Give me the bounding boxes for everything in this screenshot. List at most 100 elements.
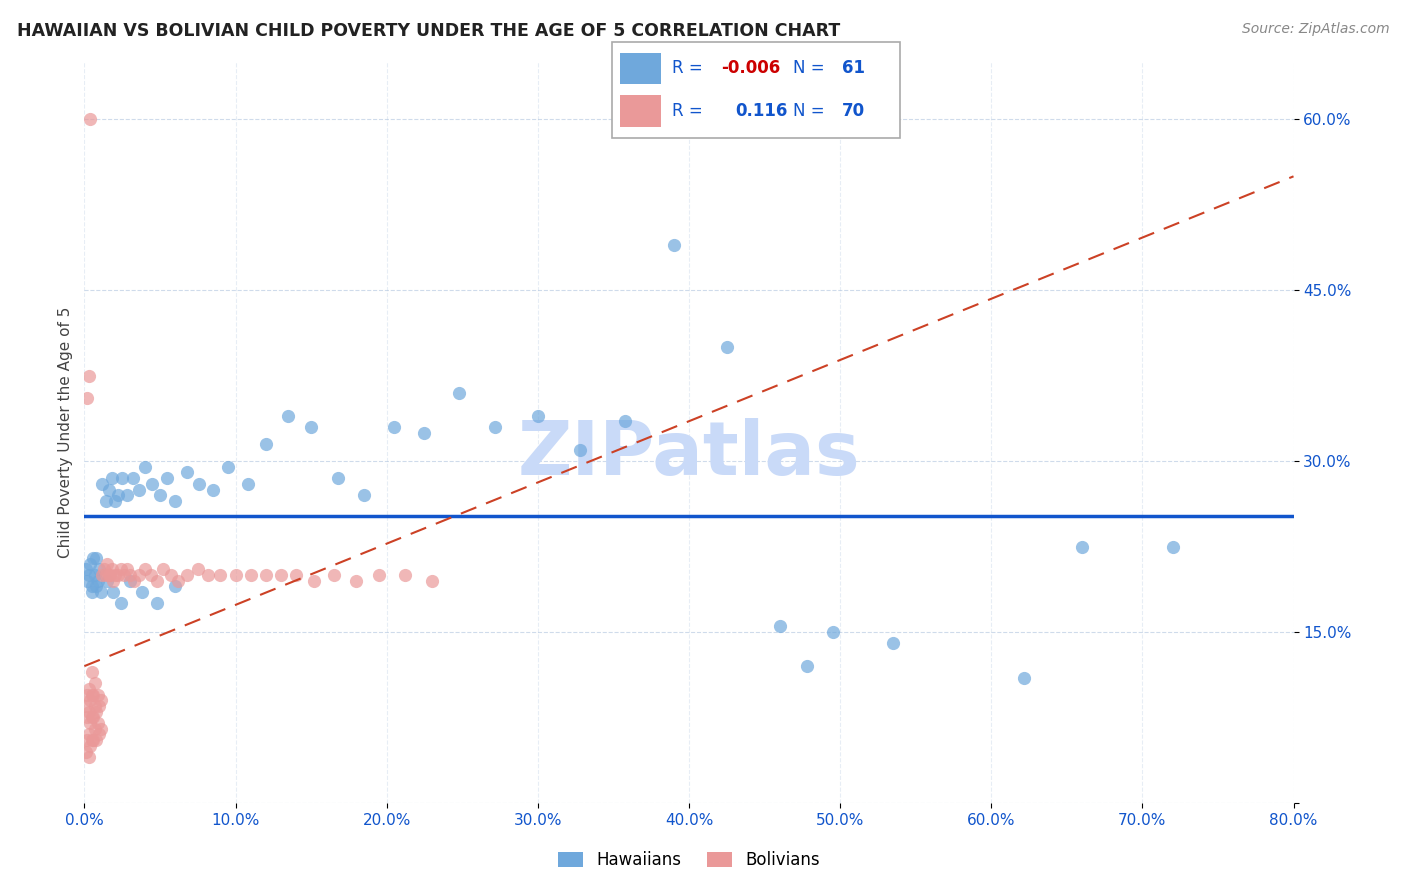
Point bbox=[197, 568, 219, 582]
Point bbox=[353, 488, 375, 502]
Point bbox=[152, 562, 174, 576]
Point bbox=[76, 733, 98, 747]
Point bbox=[176, 568, 198, 582]
Point bbox=[98, 568, 121, 582]
Text: ZIPatlas: ZIPatlas bbox=[517, 418, 860, 491]
Text: -0.006: -0.006 bbox=[721, 60, 780, 78]
Point bbox=[97, 483, 120, 497]
Point bbox=[96, 574, 118, 588]
Point bbox=[110, 562, 132, 576]
Point bbox=[76, 574, 98, 588]
Point bbox=[285, 568, 308, 582]
Point bbox=[111, 471, 134, 485]
Point bbox=[77, 368, 100, 383]
Bar bbox=[620, 53, 661, 85]
Point bbox=[82, 710, 104, 724]
Point bbox=[128, 568, 150, 582]
Point bbox=[104, 494, 127, 508]
Point bbox=[121, 471, 143, 485]
Point bbox=[76, 392, 98, 406]
Point bbox=[118, 568, 141, 582]
Point bbox=[101, 585, 124, 599]
Point bbox=[134, 562, 156, 576]
Point bbox=[82, 550, 104, 565]
Point bbox=[80, 585, 103, 599]
Point bbox=[165, 494, 187, 508]
Point bbox=[302, 574, 325, 588]
Text: N =: N = bbox=[793, 60, 830, 78]
Point bbox=[87, 688, 110, 702]
Point bbox=[76, 710, 98, 724]
Point bbox=[89, 562, 111, 576]
Point bbox=[270, 568, 292, 582]
Point bbox=[146, 597, 169, 611]
Point bbox=[1014, 671, 1036, 685]
Point bbox=[82, 688, 104, 702]
Point bbox=[139, 568, 162, 582]
Point bbox=[79, 112, 101, 127]
Point bbox=[128, 483, 150, 497]
Text: HAWAIIAN VS BOLIVIAN CHILD POVERTY UNDER THE AGE OF 5 CORRELATION CHART: HAWAIIAN VS BOLIVIAN CHILD POVERTY UNDER… bbox=[17, 22, 841, 40]
Point bbox=[394, 568, 416, 582]
Point bbox=[254, 568, 277, 582]
Point bbox=[176, 466, 198, 480]
Text: Source: ZipAtlas.com: Source: ZipAtlas.com bbox=[1241, 22, 1389, 37]
Point bbox=[217, 459, 239, 474]
Point bbox=[346, 574, 368, 588]
Text: 61: 61 bbox=[842, 60, 865, 78]
Point bbox=[84, 568, 107, 582]
Point bbox=[89, 698, 111, 713]
Point bbox=[527, 409, 550, 423]
Point bbox=[76, 688, 98, 702]
Point bbox=[201, 483, 224, 497]
Point bbox=[188, 476, 211, 491]
Point bbox=[82, 733, 104, 747]
Point bbox=[115, 488, 138, 502]
Point bbox=[156, 471, 179, 485]
Point bbox=[80, 579, 103, 593]
Y-axis label: Child Poverty Under the Age of 5: Child Poverty Under the Age of 5 bbox=[58, 307, 73, 558]
Point bbox=[84, 676, 107, 690]
Text: R =: R = bbox=[672, 60, 709, 78]
Point bbox=[209, 568, 232, 582]
Point bbox=[146, 574, 169, 588]
Point bbox=[86, 579, 108, 593]
Point bbox=[236, 476, 259, 491]
Point bbox=[96, 557, 118, 571]
Point bbox=[167, 574, 190, 588]
Point bbox=[93, 562, 115, 576]
Point bbox=[94, 494, 117, 508]
Point bbox=[413, 425, 436, 440]
Legend: Hawaiians, Bolivians: Hawaiians, Bolivians bbox=[551, 845, 827, 876]
Point bbox=[75, 698, 97, 713]
Point bbox=[239, 568, 262, 582]
Point bbox=[80, 665, 103, 679]
Point bbox=[187, 562, 209, 576]
Point bbox=[328, 471, 350, 485]
Point bbox=[882, 636, 904, 650]
Point bbox=[100, 562, 122, 576]
Point bbox=[225, 568, 247, 582]
FancyBboxPatch shape bbox=[612, 42, 900, 138]
Point bbox=[165, 579, 187, 593]
Point bbox=[769, 619, 792, 633]
Point bbox=[90, 585, 112, 599]
Point bbox=[79, 557, 101, 571]
Point bbox=[1161, 540, 1184, 554]
Point bbox=[716, 340, 738, 354]
Point bbox=[277, 409, 299, 423]
Point bbox=[1071, 540, 1094, 554]
Text: R =: R = bbox=[672, 102, 709, 120]
Point bbox=[110, 597, 132, 611]
Point bbox=[87, 716, 110, 731]
Point bbox=[84, 698, 107, 713]
Point bbox=[420, 574, 443, 588]
Point bbox=[77, 705, 100, 719]
Point bbox=[134, 459, 156, 474]
Point bbox=[662, 237, 685, 252]
Point bbox=[368, 568, 391, 582]
Point bbox=[569, 442, 592, 457]
Point bbox=[101, 574, 124, 588]
Point bbox=[97, 568, 120, 582]
Point bbox=[86, 705, 108, 719]
